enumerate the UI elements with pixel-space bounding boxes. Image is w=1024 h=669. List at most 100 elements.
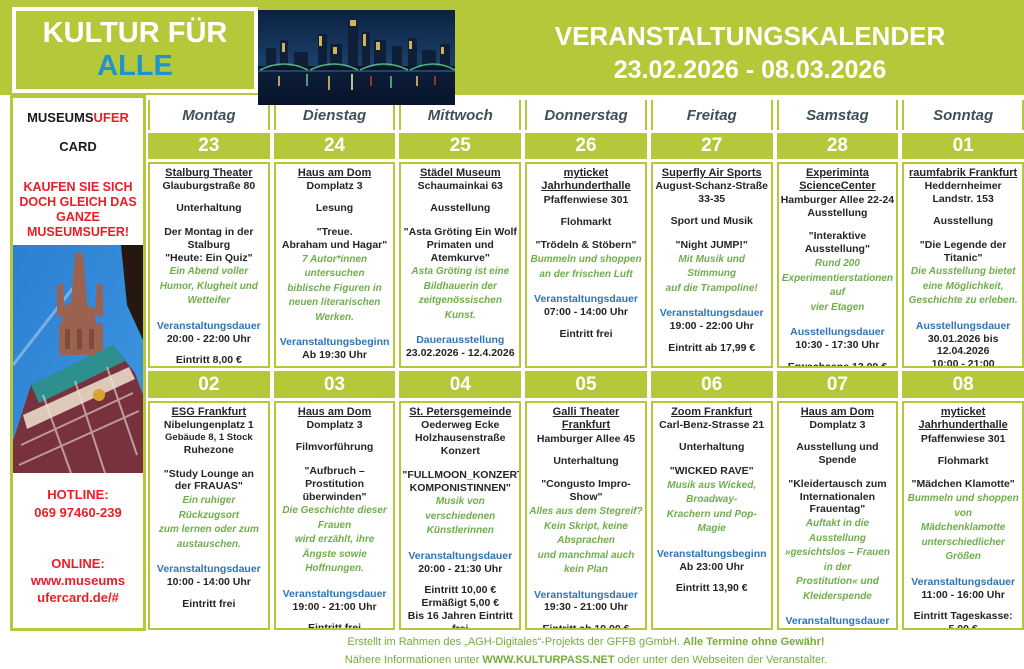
event-cell-week2-mittwoch: St. Petersgemeinde Oederweg Ecke Holzhause…: [399, 401, 522, 630]
event-venue: Haus am Dom: [800, 406, 875, 418]
event-info-label: Veranstaltungsdauer: [534, 588, 638, 601]
event-desc: Musik von verschiedenen Künstlerinnen: [425, 496, 496, 537]
event-desc: Ein ruhiger Rückzugsort zum lernen oder z…: [158, 495, 259, 550]
event-address: Nibelungenplatz 1: [163, 419, 254, 432]
event-price: Eintritt frei: [182, 597, 236, 610]
event-address: Oederweg Ecke Holzhausenstraße: [415, 419, 506, 445]
day-header-montag: Montag: [148, 100, 270, 130]
event-title: "Kleidertausch zum Internationalen Frauen…: [788, 477, 887, 516]
event-address: Carl-Benz-Strasse 21: [659, 419, 765, 432]
event-venue: Städel Museum: [419, 167, 501, 179]
event-desc: Bummeln und shoppen an der frischen Luft: [530, 254, 642, 280]
event-price: Eintritt Tageskasse: 5,00 €: [913, 610, 1013, 630]
event-info-label: Veranstaltungsbeginn: [279, 336, 390, 349]
event-cell-week2-samstag: Haus am Dom Domplatz 3 Ausstellung und Spe…: [776, 401, 899, 630]
frankfurt-cathedral-tower-photo: [13, 245, 143, 473]
event-address: Pfaffenwiese 301: [920, 432, 1006, 445]
event-info-label: Veranstaltungsdauer: [911, 575, 1016, 588]
event-price: Eintritt frei: [308, 622, 362, 630]
event-venue: ESG Frankfurt: [171, 406, 247, 418]
event-desc: Auftakt in die Ausstellung »gesichtslos –…: [784, 518, 890, 602]
day-header-dienstag: Dienstag: [273, 100, 396, 130]
event-title: "Congusto Impro-Show": [541, 478, 631, 504]
event-category: Flohmarkt: [937, 454, 989, 467]
day-header-donnerstag: Donnerstag: [525, 100, 647, 130]
event-title: Der Montag in der Stalburg "Heute: Ein Qu…: [164, 226, 254, 264]
event-address: Domplatz 3: [306, 419, 363, 432]
brand-ufer: UFER: [93, 110, 129, 125]
online-info: ONLINE: www.museums ufercard.de/#: [13, 556, 143, 607]
museumsufer-promo-text: KAUFEN SIE SICH DOCH GLEICH DAS GANZE MU…: [19, 180, 137, 239]
event-address: August-Schanz-Straße 33-35: [655, 180, 768, 206]
footer-line2: Nähere Informationen unter WWW.KULTURPAS…: [344, 653, 828, 666]
event-info: 23.02.2026 - 12.4.2026: [405, 347, 515, 360]
event-address: Schaumainkai 63: [417, 180, 503, 193]
event-address: Pfaffenwiese 301: [543, 193, 629, 206]
event-info-label: Veranstaltungsdauer: [534, 293, 638, 306]
event-desc: Die Ausstellung bietet eine Möglichkeit, G…: [908, 266, 1018, 307]
online-label: ONLINE:: [51, 556, 105, 571]
hotline-number: 069 97460-239: [34, 504, 122, 520]
event-info: 10:30 - 17:30 Uhr: [795, 338, 880, 351]
date-cell-week1-25: 25: [399, 133, 522, 159]
event-desc: Alles aus dem Stegreif? Kein Skript, kein…: [529, 506, 643, 575]
kultur-fuer-alle-logo: KULTUR FÜR ALLE: [12, 7, 258, 93]
event-category: Flohmarkt: [560, 215, 612, 228]
event-info: 07:00 - 14:00 Uhr: [543, 306, 629, 318]
date-cell-week1-27: 27: [650, 133, 773, 159]
day-header-freitag: Freitag: [650, 100, 773, 130]
date-cell-week2-06: 06: [650, 371, 773, 398]
event-price: Eintritt 10,00 € Ermäßigt 5,00 € Bis 16 Ja…: [407, 584, 513, 630]
event-cell-week1-donnerstag: myticket Jahrhunderthalle Pfaffenwiese 30…: [525, 162, 647, 368]
event-venue: myticket Jahrhunderthalle: [918, 406, 1008, 432]
date-cell-week2-02: 02: [148, 371, 270, 398]
event-venue: Stalburg Theater: [165, 167, 253, 179]
event-info: 30.01.2026 bis 12.04.2026 10:00 - 21:00: [927, 332, 999, 368]
event-info-label: Veranstaltungsdauer: [408, 549, 513, 562]
event-info: 10:00 - 14:00 Uhr: [166, 575, 251, 588]
event-cell-week2-sonntag: myticket Jahrhunderthalle Pfaffenwiese 30…: [902, 401, 1024, 630]
date-cell-week1-01: 01: [902, 133, 1024, 159]
event-info: 11:00 - 16:00 Uhr: [921, 588, 1005, 601]
event-cell-week1-montag: Stalburg Theater Glauburgstraße 80 Unterha…: [148, 162, 270, 368]
title-line2: 23.02.2026 - 08.03.2026: [613, 55, 887, 84]
day-header-samstag: Samstag: [776, 100, 899, 130]
event-category: Sport und Musik: [670, 215, 753, 227]
event-info: 20:00 - 22:00 Uhr: [166, 332, 251, 345]
event-address: Hamburger Allee 22-24: [780, 193, 895, 206]
museumsufercard-link[interactable]: www.museums ufercard.de/#: [30, 572, 126, 605]
event-title: "FULLMOON_KONZERT KOMPONISTINNEN": [402, 468, 522, 494]
event-info: 11:00 - 17:00 Uhr: [780, 628, 896, 629]
date-cell-week1-28: 28: [776, 133, 899, 159]
event-info: 19:30 - 21:00 Uhr: [543, 601, 629, 614]
event-info-label: Veranstaltungsdauer: [659, 307, 764, 320]
event-info-label: Veranstaltungsbeginn: [656, 547, 767, 560]
date-cell-week2-07: 07: [776, 371, 899, 398]
event-venue: raumfabrik Frankfurt: [909, 167, 1018, 179]
event-title: "Die Legende der Titanic": [919, 238, 1007, 264]
event-desc: Die Geschichte dieser Frauen wird erzählt…: [282, 505, 387, 575]
event-venue: Galli Theater Frankfurt: [552, 406, 620, 432]
event-info-label: Veranstaltungsdauer: [282, 587, 387, 600]
event-address: Domplatz 3: [809, 419, 866, 432]
date-cell-week1-26: 26: [525, 133, 647, 159]
footer-line1: Erstellt im Rahmen des „AGH-Digitales“-P…: [347, 636, 825, 648]
kulturpass-link[interactable]: WWW.KULTURPASS.NET: [482, 653, 615, 666]
event-cell-week2-montag: ESG Frankfurt Nibelungenplatz 1 Gebäude 8,…: [148, 401, 270, 630]
event-cell-week2-dienstag: Haus am Dom Domplatz 3 Filmvorführung "Aufb…: [273, 401, 396, 630]
event-desc: Bummeln und shoppen von Mädchenklamotte un…: [907, 493, 1019, 563]
event-calendar-grid: Montag Dienstag Mittwoch Donnerstag Freitag S…: [148, 100, 1024, 630]
event-cell-week1-dienstag: Haus am Dom Domplatz 3 Lesung "Treue. Abraha…: [273, 162, 396, 368]
museumsufer-sidebar: MUSEUMSUFER CARD KAUFEN SIE SICH DOCH GL…: [10, 95, 146, 631]
event-category: Lesung: [315, 202, 354, 215]
event-desc: 7 Autor*innen untersuchen biblische Figur…: [287, 253, 382, 323]
event-address: Domplatz 3: [306, 180, 363, 193]
event-desc: Rund 200 Experimentierstationen auf vier E…: [781, 258, 893, 313]
day-header-mittwoch: Mittwoch: [399, 100, 522, 130]
event-title: "Trödeln & Stöbern": [535, 239, 637, 252]
logo-text-kultur-fuer: KULTUR FÜR: [42, 16, 228, 49]
event-category: Unterhaltung: [553, 454, 619, 467]
event-cell-week2-freitag: Zoom Frankfurt Carl-Benz-Strasse 21 Unterh…: [650, 401, 773, 630]
event-title: "Treue. Abraham und Hagar": [281, 226, 388, 251]
event-title: "WICKED RAVE": [669, 465, 754, 477]
